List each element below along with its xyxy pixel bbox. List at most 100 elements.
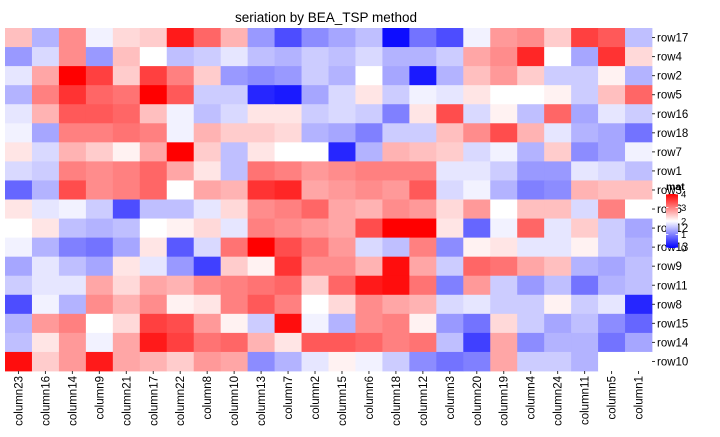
heatmap-cell <box>382 66 410 86</box>
heatmap-cell <box>544 85 572 105</box>
heatmap-cell <box>220 123 249 143</box>
heatmap-cell <box>301 104 329 124</box>
heatmap-cell <box>571 47 599 67</box>
heatmap-cell <box>5 142 33 162</box>
heatmap-cell <box>409 161 437 181</box>
heatmap-cell <box>571 256 599 277</box>
column-label: column20 <box>472 376 484 426</box>
heatmap-cell <box>112 199 141 219</box>
row-label: row17 <box>657 33 688 45</box>
heatmap-cell <box>598 123 626 143</box>
heatmap-cell <box>355 199 383 219</box>
heatmap-cell <box>328 351 356 372</box>
heatmap-cell <box>247 218 275 239</box>
heatmap-cell <box>139 28 168 48</box>
heatmap-cell <box>85 218 114 239</box>
heatmap-cell <box>490 66 518 86</box>
heatmap-cell <box>139 47 168 67</box>
heatmap-cell <box>463 332 491 353</box>
heatmap-cell <box>625 47 653 67</box>
heatmap-cell <box>274 104 302 124</box>
heatmap-cell <box>220 66 249 86</box>
heatmap-cell <box>598 142 626 162</box>
heatmap-cell <box>274 218 302 239</box>
heatmap-cell <box>5 161 33 181</box>
heatmap-cell <box>301 218 329 239</box>
heatmap-cell <box>382 294 410 315</box>
heatmap-cell <box>85 104 114 124</box>
heatmap-cell <box>85 66 114 86</box>
heatmap-cell <box>409 123 437 143</box>
heatmap-cell <box>31 104 60 124</box>
heatmap-cell <box>166 161 195 181</box>
heatmap-cell <box>247 66 275 86</box>
heatmap-cell <box>328 104 356 124</box>
heatmap-cell <box>247 256 275 277</box>
heatmap-cell <box>625 104 653 124</box>
heatmap-cell <box>5 351 33 372</box>
heatmap-cell <box>301 313 329 334</box>
heatmap-cell <box>463 351 491 372</box>
heatmap-cell <box>328 123 356 143</box>
heatmap-cell <box>274 161 302 181</box>
heatmap-cell <box>328 180 356 200</box>
heatmap-cell <box>5 237 33 258</box>
heatmap-cell <box>274 332 302 353</box>
heatmap-cell <box>517 256 545 277</box>
heatmap-cell <box>31 199 60 219</box>
heatmap-cell <box>301 332 329 353</box>
heatmap-cell <box>247 351 275 372</box>
heatmap-cell <box>139 332 168 353</box>
heatmap-cell <box>571 313 599 334</box>
heatmap-cell <box>274 142 302 162</box>
heatmap-cell <box>193 142 222 162</box>
heatmap-cell <box>193 294 222 315</box>
heatmap-cell <box>355 351 383 372</box>
heatmap-cell <box>247 237 275 258</box>
heatmap-cell <box>31 85 60 105</box>
heatmap-cell <box>355 47 383 67</box>
heatmap-cell <box>112 66 141 86</box>
heatmap-cell <box>328 199 356 219</box>
row-label: row18 <box>657 128 688 140</box>
column-label: column11 <box>580 376 592 425</box>
heatmap-cell <box>409 142 437 162</box>
heatmap-cell <box>139 180 168 200</box>
heatmap-cell <box>139 85 168 105</box>
heatmap-cell <box>247 47 275 67</box>
heatmap-cell <box>544 199 572 219</box>
heatmap-cell <box>58 275 87 296</box>
heatmap-cell <box>31 218 60 239</box>
row-label: row16 <box>657 109 688 121</box>
column-label: column15 <box>337 376 349 426</box>
heatmap-cell <box>463 85 491 105</box>
heatmap-cell <box>328 237 356 258</box>
heatmap-cell <box>409 180 437 200</box>
heatmap-cell <box>31 28 60 48</box>
heatmap-cell <box>436 313 464 334</box>
heatmap-cell <box>58 180 87 200</box>
heatmap-cell <box>544 66 572 86</box>
heatmap-cell <box>571 85 599 105</box>
heatmap-cell <box>220 237 249 258</box>
heatmap-cell <box>463 47 491 67</box>
heatmap-cell <box>436 66 464 86</box>
heatmap-cell <box>274 123 302 143</box>
heatmap-cell <box>58 237 87 258</box>
heatmap-cell <box>31 123 60 143</box>
heatmap-cell <box>85 161 114 181</box>
heatmap-cell <box>382 275 410 296</box>
heatmap-cell <box>463 256 491 277</box>
heatmap-cell <box>247 85 275 105</box>
heatmap-cell <box>517 218 545 239</box>
legend-tick-label: 2 <box>681 217 686 228</box>
column-label: column10 <box>229 376 241 426</box>
heatmap-cell <box>220 218 249 239</box>
heatmap-cell <box>301 66 329 86</box>
heatmap-cell <box>490 199 518 219</box>
heatmap-cell <box>463 313 491 334</box>
heatmap-cell <box>5 28 33 48</box>
heatmap-cell <box>301 142 329 162</box>
heatmap-cell <box>139 66 168 86</box>
heatmap-cell <box>328 47 356 67</box>
